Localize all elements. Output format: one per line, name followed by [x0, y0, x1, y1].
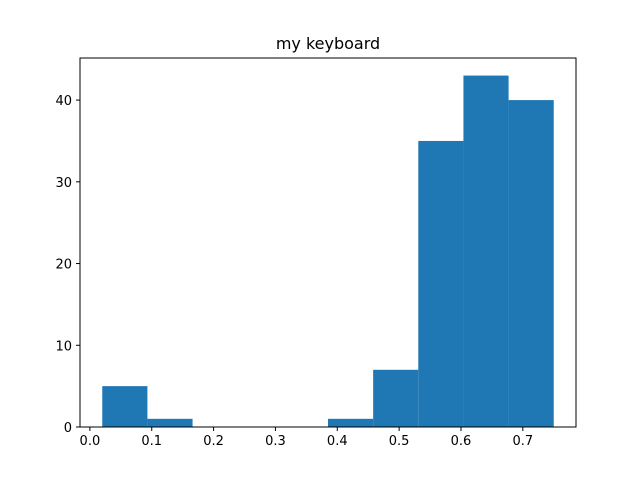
x-tick-label-3: 0.3	[265, 434, 286, 449]
x-tick-label-1: 0.1	[141, 434, 162, 449]
y-tick-label-0: 0	[64, 421, 72, 436]
y-tick-label-3: 30	[55, 176, 72, 191]
chart-title: my keyboard	[276, 34, 380, 53]
x-tick-label-5: 0.5	[389, 434, 410, 449]
histogram-bar-1	[147, 418, 193, 427]
x-tick-label-0: 0.0	[80, 434, 101, 449]
histogram-bar-0	[102, 386, 148, 427]
histogram-bar-5	[328, 418, 374, 427]
y-tick-label-4: 40	[55, 94, 72, 109]
x-axis: 0.0 0.1 0.2 0.3 0.4 0.5 0.6 0.7	[80, 427, 533, 449]
histogram-bar-7	[418, 140, 464, 427]
plot-frame	[79, 57, 577, 428]
y-axis: 0 10 20 30 40	[55, 94, 80, 436]
x-tick-label-2: 0.2	[203, 434, 224, 449]
y-tick-label-1: 10	[55, 339, 72, 354]
x-tick-label-6: 0.6	[451, 434, 472, 449]
histogram-bars	[102, 75, 554, 428]
x-tick-label-4: 0.4	[327, 434, 348, 449]
x-tick-label-7: 0.7	[512, 434, 533, 449]
histogram-bar-6	[373, 369, 419, 427]
histogram-bar-9	[508, 100, 554, 428]
histogram-bar-8	[463, 75, 509, 428]
y-tick-label-2: 20	[55, 258, 72, 273]
